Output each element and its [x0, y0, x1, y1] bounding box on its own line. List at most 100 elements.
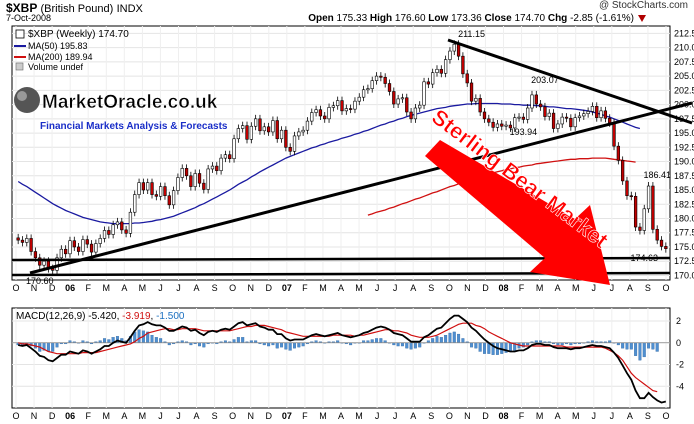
x-tick-label: A: [627, 283, 633, 293]
close-value: 174.70: [514, 13, 546, 24]
candle-body: [262, 126, 266, 132]
candle-body: [469, 82, 474, 102]
macd-x-tick-label: F: [519, 411, 525, 421]
candle-body: [664, 246, 668, 249]
macd-histogram-bar: [232, 339, 236, 343]
macd-x-tick-label: A: [194, 411, 200, 421]
candle-body: [128, 211, 133, 234]
macd-histogram-bar: [150, 335, 154, 343]
macd-x-tick-label: J: [610, 411, 615, 421]
macd-histogram-bar: [301, 342, 305, 347]
candle-body: [336, 100, 340, 107]
candle-body: [392, 91, 396, 105]
macd-x-tick-label: A: [555, 411, 561, 421]
candle-body: [534, 94, 538, 105]
x-tick-label: O: [12, 283, 19, 293]
candle-body: [292, 135, 297, 152]
macd-x-tick-label: D: [266, 411, 273, 421]
candle-body: [439, 68, 443, 74]
x-tick-label: J: [176, 283, 181, 293]
macd-x-tick-label: M: [139, 411, 147, 421]
candle-body: [266, 126, 271, 133]
candle-body: [504, 124, 508, 127]
candle-body: [59, 248, 63, 259]
x-tick-label: M: [536, 283, 544, 293]
macd-x-tick-label: 06: [65, 411, 75, 421]
macd-histogram-bar: [621, 342, 625, 349]
macd-x-tick-label: S: [428, 411, 434, 421]
macd-histogram-bar: [400, 342, 404, 347]
x-tick-label: N: [247, 283, 254, 293]
chart-title: $XBP (British Pound) INDX: [6, 1, 143, 15]
candle-body: [20, 239, 25, 243]
candle-body: [210, 165, 215, 170]
candle-body: [357, 96, 361, 102]
candle-body: [599, 110, 603, 118]
candle-body: [275, 120, 279, 140]
y-tick-label: 185.0: [674, 185, 694, 195]
y-tick-label: 200.0: [674, 100, 694, 110]
candle-body: [521, 116, 525, 120]
candle-body: [642, 208, 646, 231]
candle-body: [245, 125, 249, 140]
candle-body: [146, 182, 150, 191]
candle-body: [163, 186, 167, 197]
candle-body: [426, 81, 430, 85]
candle-body: [167, 195, 171, 206]
candle-body: [29, 238, 33, 252]
x-tick-label: A: [555, 283, 561, 293]
legend-price: $XBP (Weekly) 174.70: [28, 29, 129, 40]
candle-body: [271, 120, 275, 133]
candle-body: [383, 76, 387, 84]
macd-histogram-bar: [379, 338, 383, 343]
x-tick-label: S: [645, 283, 651, 293]
macd-histogram-bar: [297, 342, 301, 348]
candle-body: [586, 111, 590, 115]
candle-body: [478, 98, 482, 113]
macd-title: MACD(12,26,9) -5.420, -3.919, -1.500: [16, 311, 185, 322]
candle-body: [94, 243, 98, 253]
candle-body: [72, 240, 76, 248]
y-tick-label: 172.5: [674, 256, 694, 266]
macd-x-tick-label: O: [446, 411, 453, 421]
candle-body: [418, 104, 422, 109]
macd-x-tick-label: N: [31, 411, 38, 421]
macd-x-tick-label: M: [355, 411, 363, 421]
macd-histogram-bar: [267, 342, 271, 347]
legend-ma200: MA(200) 189.94: [28, 52, 93, 62]
x-tick-label: O: [446, 283, 453, 293]
candle-body: [344, 108, 348, 112]
macd-x-tick-label: O: [662, 411, 669, 421]
x-tick-label: J: [592, 283, 597, 293]
candle-body: [461, 55, 465, 75]
candle-body: [189, 175, 193, 187]
macd-x-tick-label: O: [12, 411, 19, 421]
candle-body: [98, 238, 102, 244]
x-tick-label: M: [355, 283, 363, 293]
candle-body: [340, 100, 344, 112]
macd-name: MACD(12,26,9): [16, 311, 85, 322]
x-tick-label: J: [610, 283, 615, 293]
copyright[interactable]: @ StockCharts.com: [598, 0, 688, 11]
candle-body: [603, 110, 608, 119]
down-arrow-icon: [638, 14, 646, 22]
candle-body: [228, 154, 232, 159]
candle-body: [655, 229, 659, 241]
candle-body: [590, 106, 595, 112]
macd-histogram-bar: [46, 342, 50, 352]
candle-body: [547, 112, 551, 117]
bear-arrow: [425, 140, 610, 285]
macd-x-tick-label: M: [572, 411, 580, 421]
x-tick-label: A: [338, 283, 344, 293]
macd-histogram-bar: [413, 342, 417, 349]
candle-body: [530, 94, 534, 109]
open-value: 175.33: [336, 13, 368, 24]
candle-body: [538, 103, 543, 108]
y-tick-label: 190.0: [674, 157, 694, 167]
candle-body: [141, 182, 146, 191]
signal-value: -3.919: [122, 311, 151, 322]
candle-body: [448, 50, 452, 60]
macd-histogram-bar: [655, 342, 659, 352]
macd-histogram-bar: [284, 342, 288, 350]
y-tick-label: 212.5: [674, 28, 694, 38]
